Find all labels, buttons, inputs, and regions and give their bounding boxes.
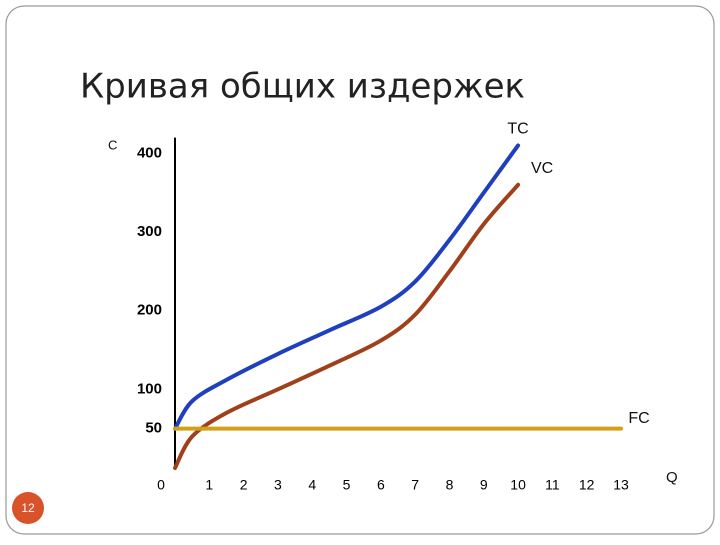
chart-title: Кривая общих издержек (80, 67, 525, 107)
series-label: FC (628, 410, 649, 427)
x-tick-label: 9 (480, 477, 488, 493)
y-tick-label: 50 (145, 420, 162, 437)
series-label: VC (531, 160, 553, 177)
y-tick-label: 300 (137, 223, 162, 240)
line-series (173, 143, 521, 431)
x-tick-label: 0 (157, 477, 165, 493)
x-tick-label: 7 (411, 477, 419, 493)
y-tick-label: 400 (137, 144, 162, 161)
slide-frame (5, 5, 715, 535)
slide-number-badge (12, 492, 44, 524)
x-tick-label: 10 (510, 477, 526, 493)
x-tick-label: 2 (240, 477, 248, 493)
slide-number: 12 (21, 501, 35, 515)
x-tick-label: 1 (205, 477, 213, 493)
x-tick-label: 8 (446, 477, 454, 493)
x-axis-label: Q (666, 469, 678, 486)
line-series (173, 182, 521, 470)
y-tick-label: 100 (137, 380, 162, 397)
x-tick-label: 6 (377, 477, 385, 493)
x-tick-label: 13 (613, 477, 629, 493)
x-tick-label: 5 (343, 477, 351, 493)
x-tick-label: 3 (274, 477, 282, 493)
x-tick-label: 4 (308, 477, 316, 493)
y-axis-label: C (108, 137, 117, 152)
x-tick-label: 11 (545, 477, 560, 493)
y-tick-label: 200 (137, 302, 162, 319)
x-tick-label: 12 (579, 477, 595, 493)
series-label: TC (507, 121, 528, 138)
